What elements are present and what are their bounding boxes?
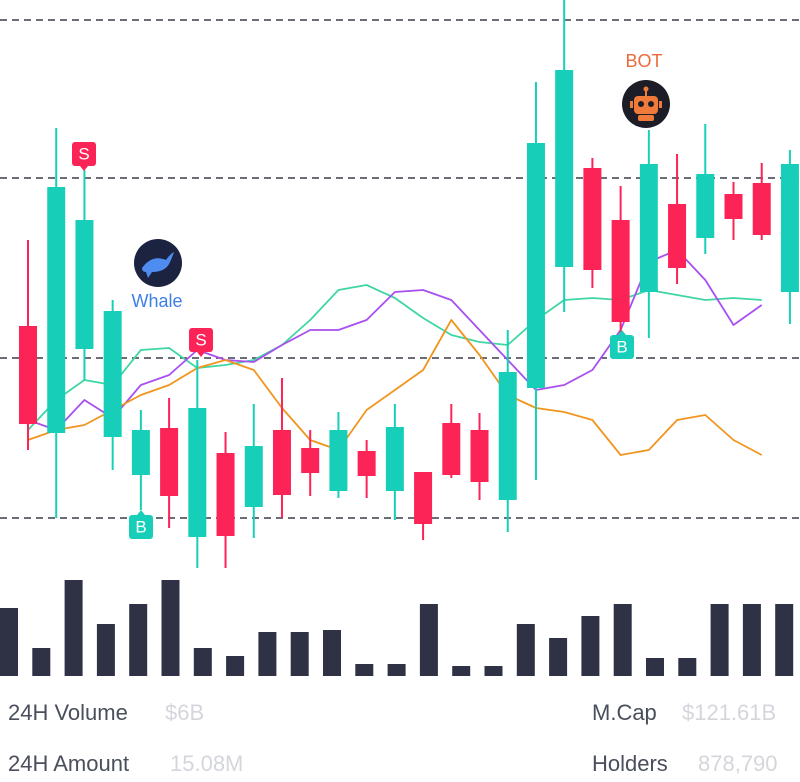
marker-badge — [72, 142, 96, 166]
candle-body — [639, 164, 658, 292]
volume-bar — [64, 580, 83, 676]
volume-bar — [258, 632, 277, 676]
volume-bar — [549, 638, 568, 676]
candle-body — [526, 143, 545, 388]
candle-body — [244, 446, 263, 507]
volume-bar — [96, 624, 115, 676]
candle-body — [216, 453, 235, 536]
marker-pointer — [618, 330, 626, 335]
volume-bar — [129, 604, 148, 676]
volume-bar — [581, 616, 600, 676]
marker-badge — [610, 335, 634, 359]
stat-label: M.Cap — [592, 700, 657, 725]
candle-body — [357, 451, 376, 476]
volume-bar — [355, 664, 374, 676]
candle-body — [611, 220, 630, 322]
volume-bar — [226, 656, 245, 676]
ma-lines — [27, 249, 763, 456]
marker-label: B — [616, 337, 627, 356]
marker-pointer — [137, 510, 145, 515]
volume-bar — [613, 604, 632, 676]
ma-line — [27, 284, 762, 431]
candle-body — [75, 220, 94, 349]
candle-body — [442, 423, 461, 475]
candle-body — [301, 448, 320, 473]
candle-body — [188, 408, 207, 537]
candle-body — [272, 430, 291, 495]
ma-line — [27, 319, 763, 456]
candles — [19, 0, 799, 568]
volume — [0, 580, 794, 676]
volume-bar — [290, 632, 309, 676]
stat-label: Holders — [592, 751, 668, 776]
volume-bar — [32, 648, 51, 676]
volume-bar — [516, 624, 535, 676]
marker-badge — [129, 515, 153, 539]
candle-body — [780, 164, 799, 292]
whale-label: Whale — [131, 291, 182, 311]
marker-label: B — [135, 517, 146, 536]
volume-bar — [710, 604, 729, 676]
volume-bar — [775, 604, 794, 676]
volume-bar — [323, 630, 341, 676]
candle-body — [329, 430, 348, 491]
volume-bar — [387, 664, 406, 676]
volume-bar — [484, 666, 503, 676]
volume-bar — [161, 580, 180, 676]
candle-body — [470, 430, 489, 482]
candle-body — [103, 311, 122, 437]
whale-icon — [134, 239, 182, 287]
bot-label: BOT — [625, 51, 662, 71]
volume-bar — [0, 608, 18, 676]
candle-body — [668, 204, 687, 268]
markers: S S B B — [72, 142, 634, 539]
candle-body — [385, 427, 404, 491]
ma-line — [27, 249, 763, 431]
bot-icon — [622, 80, 670, 128]
marker-badge — [189, 328, 213, 352]
stat-label: 24H Amount — [8, 751, 129, 776]
volume-bar — [452, 666, 471, 676]
stat-value: 878,790 — [698, 751, 778, 776]
candle-body — [583, 168, 602, 270]
candle-body — [724, 194, 743, 219]
volume-bar — [678, 658, 697, 676]
candle-body — [160, 428, 179, 496]
candle-body — [555, 70, 574, 267]
stat-value: $121.61B — [682, 700, 776, 725]
candle-body — [752, 183, 771, 235]
candle-body — [696, 174, 715, 238]
candle-body — [131, 430, 150, 475]
marker-pointer — [197, 352, 205, 357]
candle-body — [414, 472, 433, 524]
volume-bar — [646, 658, 664, 676]
marker-label: S — [78, 144, 89, 163]
stats: 24H Volume $6B M.Cap $121.61B 24H Amount 15.0… — [8, 700, 778, 776]
candle-body — [498, 372, 517, 500]
candle-body — [19, 326, 37, 424]
stat-value: 15.08M — [170, 751, 243, 776]
candle-body — [47, 187, 66, 433]
volume-bar — [742, 604, 761, 676]
volume-bar — [193, 648, 212, 676]
marker-label: S — [195, 330, 206, 349]
volume-bar — [419, 604, 438, 676]
stat-label: 24H Volume — [8, 700, 128, 725]
stat-value: $6B — [165, 700, 204, 725]
marker-pointer — [80, 166, 88, 171]
